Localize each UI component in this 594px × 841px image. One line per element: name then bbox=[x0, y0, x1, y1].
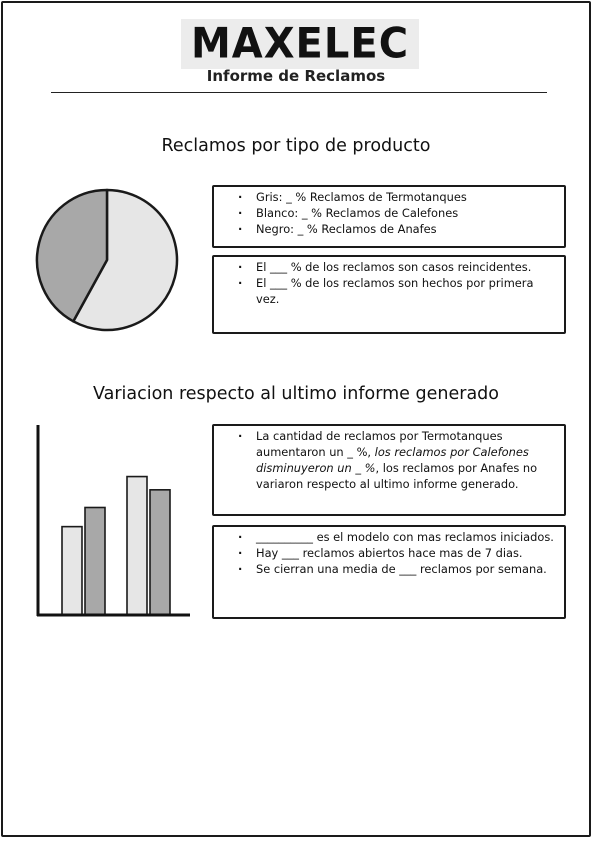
variation-text-italic: los reclamos por Calefones disminuyeron … bbox=[256, 445, 529, 475]
bar-group1-bar1 bbox=[61, 525, 83, 616]
stats-item-weekly-close: Se cierran una media de ___ reclamos por… bbox=[238, 561, 558, 577]
stats-item-open-claims: Hay ___ reclamos abiertos hace mas de 7 … bbox=[238, 545, 558, 561]
legend-item-gris: Gris: _ % Reclamos de Termotanques bbox=[238, 189, 558, 205]
bar-group2-bar2 bbox=[149, 489, 171, 616]
stats-item-model: __________ es el modelo con mas reclamos… bbox=[238, 529, 558, 545]
bar-group2-bar1 bbox=[126, 475, 148, 616]
legend-item-blanco: Blanco: _ % Reclamos de Calefones bbox=[238, 205, 558, 221]
recurrence-box: El ___ % de los reclamos son casos reinc… bbox=[212, 255, 566, 334]
logo: MAXELEC bbox=[181, 19, 419, 69]
variation-text-3: , los reclamos por Anafes no variaron re… bbox=[256, 461, 538, 491]
bar-chart bbox=[36, 425, 190, 617]
section-title-variation: Variacion respecto al ultimo informe gen… bbox=[93, 384, 499, 404]
stats-box: __________ es el modelo con mas reclamos… bbox=[212, 525, 566, 619]
legend-item-negro: Negro: _ % Reclamos de Anafes bbox=[238, 221, 558, 237]
pie-chart bbox=[35, 188, 179, 332]
report-subtitle: Informe de Reclamos bbox=[206, 67, 386, 85]
header-divider bbox=[51, 92, 547, 93]
recurrence-item-first-time: El ___ % de los reclamos son hechos por … bbox=[238, 275, 558, 307]
pie-slice-1 bbox=[72, 188, 179, 332]
section-title-product-type: Reclamos por tipo de producto bbox=[161, 136, 431, 156]
logo-text: MAXELEC bbox=[190, 19, 410, 69]
recurrence-item-reincident: El ___ % de los reclamos son casos reinc… bbox=[238, 259, 558, 275]
variation-item: La cantidad de reclamos por Termotanques… bbox=[238, 428, 558, 492]
variation-text-1: La cantidad de reclamos por Termotanques… bbox=[256, 429, 503, 459]
pie-slice-2 bbox=[35, 188, 109, 323]
bar-group1-bar2 bbox=[84, 506, 106, 616]
color-legend-box: Gris: _ % Reclamos de Termotanques Blanc… bbox=[212, 185, 566, 248]
variation-box: La cantidad de reclamos por Termotanques… bbox=[212, 424, 566, 516]
